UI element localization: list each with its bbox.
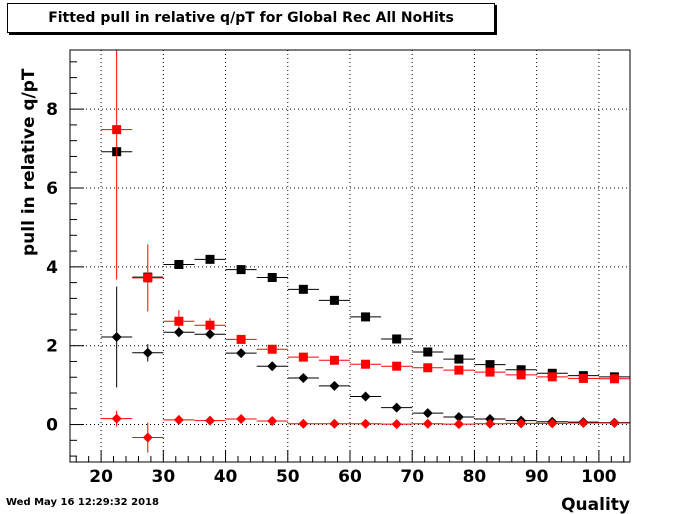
- x-tick-label: 60: [338, 467, 362, 487]
- data-series: [101, 50, 630, 453]
- axes: 20 30 40 50 60 70 80 90 100 0 2 4 6 8: [46, 61, 625, 487]
- data-point-diamond: [173, 327, 184, 338]
- data-point-diamond: [111, 332, 122, 343]
- data-point-diamond: [173, 414, 184, 425]
- series-0: [101, 147, 630, 382]
- data-point-diamond: [298, 373, 309, 384]
- x-tick-label: 70: [400, 467, 424, 487]
- data-point-square: [298, 284, 308, 294]
- y-tick-label: 8: [46, 100, 58, 120]
- data-point-diamond: [516, 418, 527, 429]
- data-point-square: [578, 373, 588, 383]
- data-point-diamond: [142, 432, 153, 443]
- x-tick-label: 80: [463, 467, 487, 487]
- y-axis-label: pull in relative q/pT: [19, 68, 39, 256]
- data-point-square: [174, 316, 184, 326]
- data-point-diamond: [485, 418, 495, 429]
- data-point-diamond: [236, 348, 247, 359]
- data-point-diamond: [391, 402, 402, 413]
- data-point-square: [547, 372, 557, 382]
- data-point-square: [609, 374, 619, 384]
- data-point-diamond: [391, 419, 402, 430]
- data-point-square: [236, 265, 246, 275]
- data-point-diamond: [453, 419, 464, 430]
- data-point-square: [174, 259, 184, 269]
- data-point-square: [112, 125, 122, 135]
- data-point-diamond: [422, 408, 433, 419]
- data-point-diamond: [547, 418, 558, 429]
- data-point-square: [392, 334, 402, 344]
- data-point-diamond: [267, 415, 278, 426]
- data-point-square: [485, 367, 495, 377]
- x-tick-label: 40: [214, 467, 238, 487]
- y-tick-label: 6: [46, 179, 58, 199]
- data-point-square: [205, 320, 215, 330]
- data-point-square: [392, 361, 402, 371]
- data-point-diamond: [422, 418, 433, 429]
- data-point-square: [267, 344, 277, 354]
- series-3: [101, 410, 630, 453]
- data-point-diamond: [205, 415, 215, 426]
- x-tick-label: 50: [276, 467, 300, 487]
- data-point-diamond: [205, 329, 215, 340]
- data-point-square: [516, 370, 526, 380]
- data-point-diamond: [360, 391, 371, 402]
- plot-frame: [69, 49, 631, 463]
- data-point-square: [454, 354, 464, 364]
- data-point-diamond: [329, 418, 340, 429]
- data-point-square: [236, 334, 246, 344]
- data-point-diamond: [453, 412, 464, 423]
- data-point-diamond: [609, 417, 620, 428]
- x-tick-label: 100: [581, 467, 617, 487]
- timestamp: Wed May 16 12:29:32 2018: [6, 497, 159, 508]
- y-tick-label: 0: [46, 416, 58, 436]
- x-tick-label: 90: [525, 467, 549, 487]
- data-point-square: [361, 359, 371, 369]
- x-tick-label: 20: [89, 467, 113, 487]
- data-point-square: [516, 365, 526, 375]
- data-point-square: [485, 360, 495, 370]
- series-1: [101, 50, 630, 384]
- data-point-square: [454, 365, 464, 375]
- data-point-square: [267, 272, 277, 282]
- data-point-diamond: [329, 380, 340, 391]
- data-point-square: [423, 363, 433, 373]
- grid-lines: [70, 50, 630, 462]
- data-point-square: [329, 295, 339, 305]
- data-point-square: [329, 355, 339, 365]
- y-tick-label: 4: [46, 258, 58, 278]
- data-point-square: [361, 312, 371, 322]
- x-axis-label: Quality: [561, 495, 630, 514]
- y-tick-label: 2: [46, 337, 58, 357]
- data-point-square: [298, 352, 308, 362]
- data-point-diamond: [298, 418, 309, 429]
- data-point-square: [205, 254, 215, 264]
- data-point-square: [423, 347, 433, 357]
- data-point-diamond: [236, 414, 247, 425]
- data-point-square: [143, 273, 153, 283]
- x-tick-label: 30: [151, 467, 175, 487]
- series-2: [101, 286, 630, 428]
- data-point-diamond: [267, 361, 278, 372]
- data-point-diamond: [578, 417, 589, 428]
- data-point-diamond: [111, 413, 122, 424]
- chart-title: Fitted pull in relative q/pT for Global …: [48, 10, 454, 26]
- chart-title-box: Fitted pull in relative q/pT for Global …: [7, 3, 495, 33]
- data-point-diamond: [360, 418, 371, 429]
- data-point-diamond: [142, 347, 153, 358]
